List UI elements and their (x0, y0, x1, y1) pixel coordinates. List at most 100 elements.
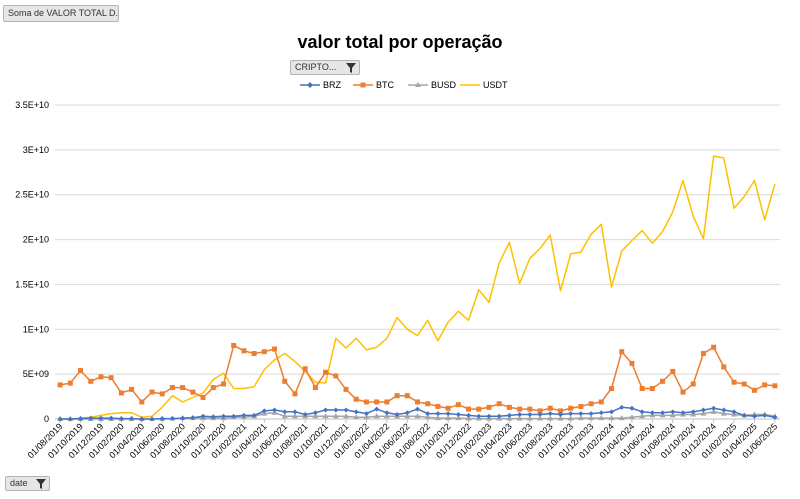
point-btc (231, 342, 237, 348)
point-btc (721, 364, 727, 370)
point-btc (200, 394, 206, 400)
point-brz (731, 409, 737, 415)
point-brz (466, 412, 472, 418)
y-tick-label: 3.5E+10 (15, 100, 49, 110)
point-brz (455, 412, 461, 418)
point-brz (384, 410, 390, 416)
y-tick-label: 1E+10 (23, 324, 49, 334)
gridlines (55, 104, 780, 420)
point-busd (434, 415, 441, 421)
point-brz (506, 412, 512, 418)
point-btc (251, 351, 257, 357)
point-brz (333, 407, 339, 413)
point-brz (78, 416, 84, 422)
point-busd (588, 415, 595, 421)
point-btc (670, 368, 676, 374)
point-btc (496, 401, 502, 407)
point-busd (669, 412, 676, 418)
point-btc (78, 368, 84, 374)
point-btc (731, 379, 737, 385)
point-btc (649, 385, 655, 391)
point-btc (139, 399, 145, 405)
point-btc (272, 346, 278, 352)
point-btc (98, 374, 104, 380)
point-btc (261, 349, 267, 355)
point-brz (772, 414, 778, 420)
point-btc (680, 389, 686, 395)
point-busd (332, 413, 339, 419)
point-busd (322, 413, 329, 419)
point-btc (415, 399, 420, 405)
legend-marker-brz (307, 82, 313, 88)
point-btc (159, 391, 165, 397)
point-brz (700, 407, 706, 413)
point-brz (660, 410, 666, 416)
point-brz (415, 406, 420, 412)
point-btc (751, 387, 757, 393)
point-brz (159, 416, 165, 422)
y-tick-label: 2.5E+10 (15, 190, 49, 200)
value-field-button[interactable]: Soma de VALOR TOTAL D... (3, 5, 119, 22)
point-brz (343, 407, 349, 413)
point-brz (476, 413, 482, 419)
point-btc (711, 344, 717, 350)
point-btc (700, 351, 706, 357)
point-btc (762, 382, 768, 388)
series-field-filter-button[interactable]: CRIPTO... (290, 60, 360, 75)
point-brz (149, 416, 155, 422)
point-btc (210, 385, 216, 391)
point-brz (374, 406, 380, 412)
point-busd (312, 413, 319, 419)
point-btc (149, 389, 155, 395)
point-brz (98, 415, 104, 421)
point-busd (404, 413, 411, 419)
point-btc (537, 408, 543, 414)
point-brz (741, 412, 747, 418)
point-btc (629, 360, 635, 366)
point-brz (649, 410, 655, 416)
point-brz (210, 414, 216, 420)
point-btc (435, 403, 441, 409)
point-btc (660, 378, 666, 384)
point-brz (629, 405, 635, 411)
point-brz (486, 413, 492, 419)
point-brz (282, 409, 288, 415)
point-busd (577, 415, 584, 421)
point-btc (333, 373, 339, 379)
point-btc (598, 399, 604, 405)
point-brz (67, 416, 73, 422)
point-brz (598, 410, 604, 416)
point-busd (618, 415, 625, 421)
point-busd (465, 415, 472, 421)
point-btc (292, 391, 298, 397)
y-tick-label: 1.5E+10 (15, 279, 49, 289)
point-btc (343, 386, 349, 392)
point-brz (353, 409, 359, 415)
point-brz (292, 409, 298, 415)
point-btc (169, 385, 175, 391)
point-btc (220, 381, 226, 387)
point-btc (578, 403, 584, 409)
point-busd (424, 414, 431, 420)
point-brz (302, 412, 308, 418)
point-busd (363, 414, 370, 420)
point-brz (435, 411, 441, 417)
point-busd (557, 415, 564, 421)
point-busd (639, 413, 646, 419)
point-btc (180, 385, 186, 391)
point-btc (506, 404, 512, 410)
legend-label-busd: BUSD (431, 80, 457, 90)
point-brz (129, 416, 135, 422)
axis-field-filter-button[interactable]: date (5, 476, 50, 491)
point-brz (394, 412, 400, 418)
point-busd (598, 415, 605, 421)
point-brz (537, 412, 543, 418)
point-btc (517, 406, 523, 412)
point-brz (108, 415, 114, 421)
point-busd (547, 415, 554, 421)
point-brz (57, 416, 63, 422)
point-busd (710, 408, 717, 414)
point-brz (200, 413, 206, 419)
point-btc (690, 381, 696, 387)
